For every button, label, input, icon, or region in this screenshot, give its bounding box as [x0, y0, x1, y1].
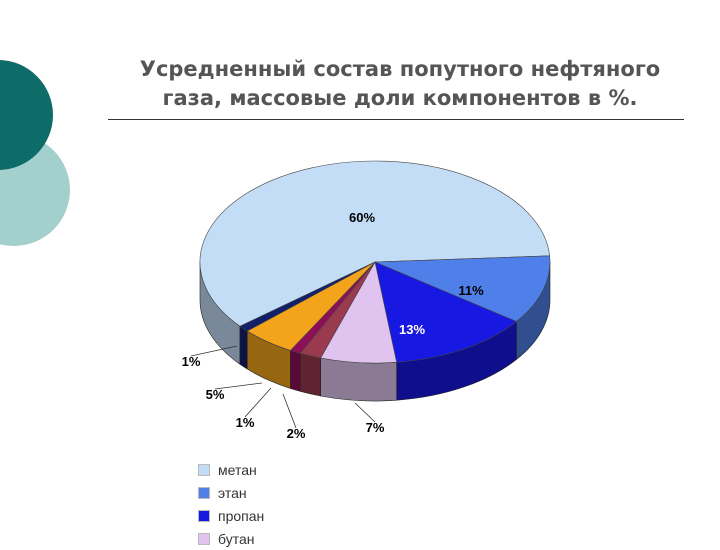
pie-side-4 — [299, 352, 321, 397]
pie-label-5: 1% — [236, 415, 255, 430]
pie-slices — [199, 160, 551, 364]
pie-side-3 — [320, 357, 397, 402]
legend-item-metan: метан — [198, 458, 264, 481]
pie-leader-3 — [354, 402, 376, 423]
pie-slice-2 — [374, 261, 517, 363]
pie-leader-5 — [244, 387, 272, 418]
chart-legend: метан этан пропан бутан — [198, 458, 264, 550]
pie-label-0: 60% — [349, 210, 375, 225]
pie-data-labels: 60% 11% 13% 7% 2% 1% 5% 1% — [182, 210, 484, 441]
pie-sides — [199, 261, 551, 402]
pie-leader-6 — [214, 382, 263, 390]
legend-swatch-butan — [198, 532, 210, 545]
pie-side-7 — [239, 325, 248, 370]
deco-circle-dark — [0, 60, 53, 170]
pie-slice-0 — [199, 160, 551, 327]
pie-leader-lines — [190, 345, 376, 429]
chart-title: Усредненный состав попутного нефтяного г… — [110, 55, 690, 113]
chart-title-line1: Усредненный состав попутного нефтяного — [139, 57, 661, 81]
pie-slice-7 — [239, 261, 376, 332]
title-divider — [108, 119, 684, 120]
legend-label-etan: этан — [218, 484, 247, 501]
legend-item-propan: пропан — [198, 504, 264, 527]
pie-label-6: 5% — [206, 387, 225, 402]
pie-slice-1 — [374, 255, 551, 322]
pie-label-4: 2% — [287, 426, 306, 441]
pie-label-2: 13% — [399, 322, 425, 337]
pie-leader-4 — [282, 393, 297, 429]
legend-item-butan: бутан — [198, 527, 264, 550]
legend-swatch-etan — [198, 486, 210, 499]
legend-swatch-metan — [198, 463, 210, 476]
pie-leader-7 — [190, 345, 238, 357]
legend-label-metan: метан — [218, 461, 257, 478]
pie-label-7: 1% — [182, 354, 201, 369]
legend-label-propan: пропан — [218, 507, 265, 524]
pie-label-3: 7% — [366, 420, 385, 435]
pie-side-5 — [290, 350, 301, 392]
legend-swatch-propan — [198, 509, 210, 522]
chart-title-line2: газа, массовые доли компонентов в %. — [162, 86, 638, 110]
legend-label-butan: бутан — [218, 530, 255, 547]
pie-label-1: 11% — [458, 283, 484, 298]
legend-item-etan: этан — [198, 481, 264, 504]
